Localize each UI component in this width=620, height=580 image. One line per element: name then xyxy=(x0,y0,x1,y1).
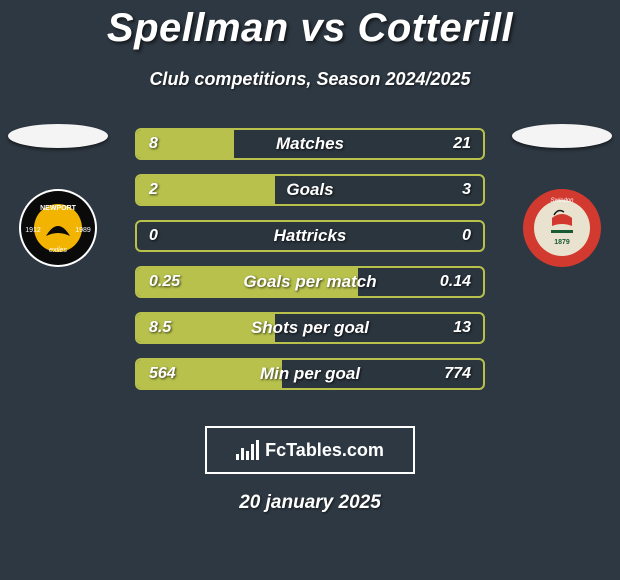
svg-text:1912: 1912 xyxy=(25,227,41,234)
stat-row: 0 Hattricks 0 xyxy=(135,220,485,252)
stat-row: 8 Matches 21 xyxy=(135,128,485,160)
stat-row: 0.25 Goals per match 0.14 xyxy=(135,266,485,298)
stat-label: Min per goal xyxy=(260,364,360,384)
svg-text:1879: 1879 xyxy=(554,239,570,246)
swindon-town-crest-icon: 1879 Swindon xyxy=(522,188,602,268)
stat-label: Shots per goal xyxy=(251,318,369,338)
stat-label: Hattricks xyxy=(274,226,347,246)
fctables-watermark: FcTables.com xyxy=(205,426,415,474)
svg-text:Swindon: Swindon xyxy=(550,198,574,204)
stat-value-right: 13 xyxy=(453,319,471,337)
badge-shadow-ellipse xyxy=(8,124,108,148)
page-subtitle: Club competitions, Season 2024/2025 xyxy=(0,69,620,90)
page-title: Spellman vs Cotterill xyxy=(0,0,620,51)
svg-text:NEWPORT: NEWPORT xyxy=(40,205,77,212)
comparison-date: 20 january 2025 xyxy=(0,492,620,514)
stat-label: Goals xyxy=(286,180,333,200)
stat-value-right: 0 xyxy=(462,227,471,245)
svg-text:1989: 1989 xyxy=(75,227,91,234)
fctables-logo-icon xyxy=(236,440,259,460)
stat-value-left: 8.5 xyxy=(149,319,171,337)
badge-shadow-ellipse xyxy=(512,124,612,148)
stat-row: 564 Min per goal 774 xyxy=(135,358,485,390)
stat-row: 2 Goals 3 xyxy=(135,174,485,206)
stat-value-left: 0 xyxy=(149,227,158,245)
stat-value-right: 0.14 xyxy=(440,273,471,291)
stat-row: 8.5 Shots per goal 13 xyxy=(135,312,485,344)
left-team-badge: NEWPORT exiles 1912 1989 xyxy=(18,188,98,268)
comparison-stage: NEWPORT exiles 1912 1989 1879 Swindon 8 M… xyxy=(0,128,620,398)
stat-value-left: 564 xyxy=(149,365,176,383)
stat-value-right: 774 xyxy=(444,365,471,383)
stat-label: Matches xyxy=(276,134,344,154)
stat-bars: 8 Matches 21 2 Goals 3 0 Hattricks 0 0.25 Goals pe… xyxy=(135,128,485,404)
stat-value-left: 8 xyxy=(149,135,158,153)
right-team-badge: 1879 Swindon xyxy=(522,188,602,268)
svg-text:exiles: exiles xyxy=(49,247,67,254)
stat-value-left: 0.25 xyxy=(149,273,180,291)
stat-value-right: 3 xyxy=(462,181,471,199)
stat-value-left: 2 xyxy=(149,181,158,199)
newport-county-crest-icon: NEWPORT exiles 1912 1989 xyxy=(18,188,98,268)
stat-value-right: 21 xyxy=(453,135,471,153)
fctables-label: FcTables.com xyxy=(265,440,384,461)
stat-label: Goals per match xyxy=(243,272,376,292)
